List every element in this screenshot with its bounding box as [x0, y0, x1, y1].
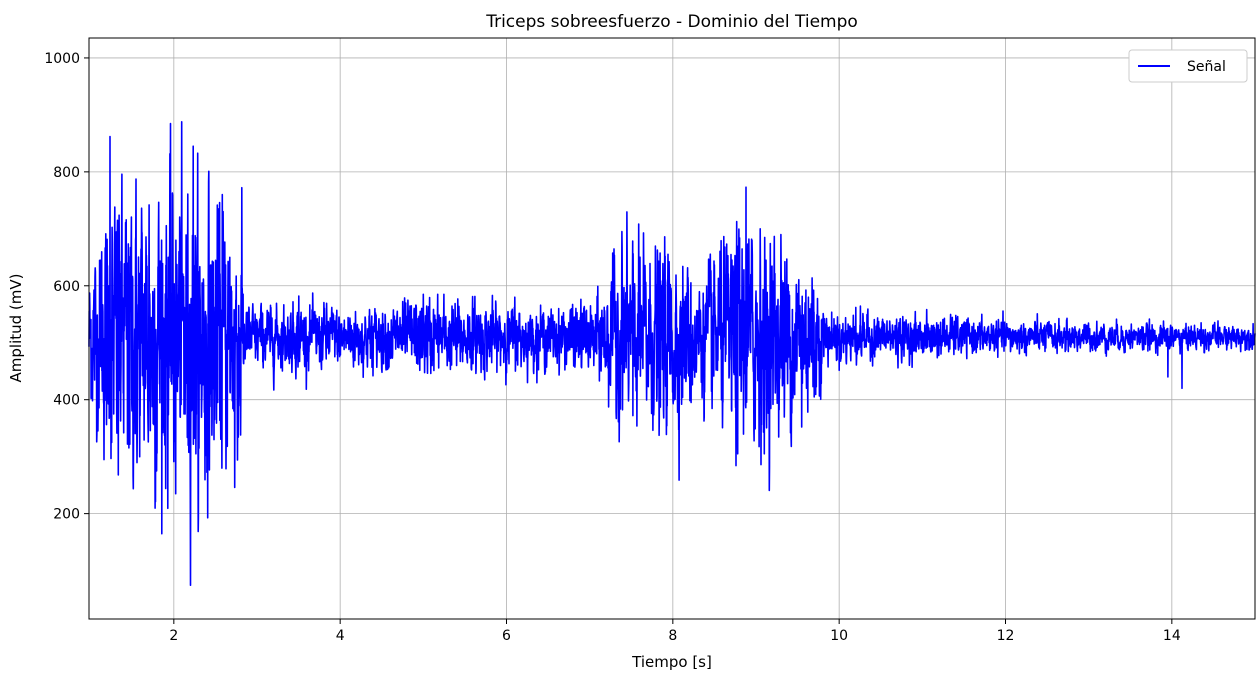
legend: Señal [1128, 49, 1248, 83]
signal-series-line [88, 121, 1256, 587]
x-tick-label: 10 [830, 628, 848, 644]
x-axis-label: Tiempo [s] [631, 653, 712, 671]
x-tick-label: 6 [502, 628, 511, 644]
y-tick-label: 1000 [44, 51, 80, 67]
x-tick-label: 8 [668, 628, 677, 644]
x-tick-label: 2 [169, 628, 178, 644]
chart-title: Triceps sobreesfuerzo - Dominio del Tiem… [485, 12, 858, 32]
plot-frame [88, 37, 1256, 620]
x-tick-label: 4 [336, 628, 345, 644]
grid-lines [89, 38, 1255, 619]
y-tick-label: 400 [53, 393, 80, 409]
y-tick-label: 200 [53, 507, 80, 523]
legend-box [1128, 49, 1248, 83]
y-tick-label: 800 [53, 165, 80, 181]
data-layer [88, 121, 1256, 587]
legend-label: Señal [1187, 59, 1226, 75]
x-tick-label: 14 [1163, 628, 1181, 644]
y-axis-label: Amplitud (mV) [7, 274, 25, 383]
axis-ticks: 2 4 6 8 10 12 14 200 400 600 800 1000 [44, 51, 1180, 644]
x-tick-label: 12 [997, 628, 1015, 644]
y-tick-label: 600 [53, 279, 80, 295]
